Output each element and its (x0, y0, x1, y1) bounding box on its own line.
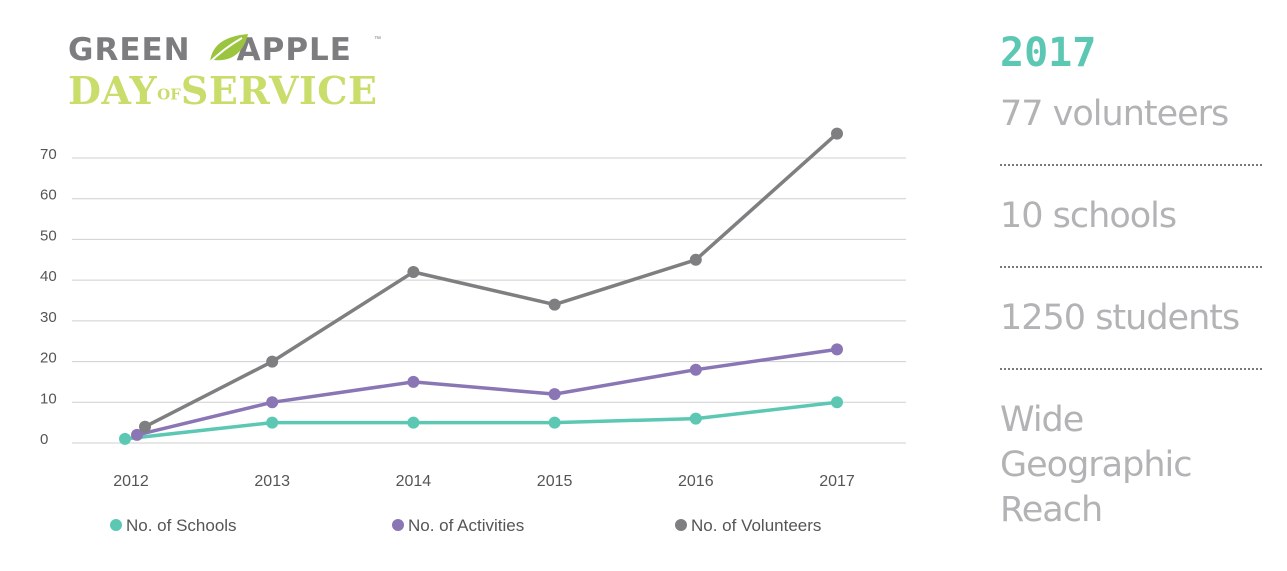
series-line (144, 132, 839, 429)
x-tick-label: 2013 (254, 473, 290, 490)
series-line (124, 400, 838, 441)
data-point (407, 266, 420, 278)
logo-word-service: SERVICE (180, 68, 378, 113)
logo: GREEN APPLE ™ DAYOFSERVICE (66, 30, 396, 113)
x-tick-label: 2015 (537, 473, 573, 490)
data-point (689, 253, 702, 266)
y-tick-label: 50 (40, 227, 57, 244)
y-tick-label: 30 (40, 309, 57, 326)
data-point (831, 127, 843, 140)
legend-marker (110, 519, 122, 531)
divider (1000, 164, 1262, 166)
x-tick-label: 2014 (396, 473, 432, 490)
logo-word-green: GREEN (68, 32, 191, 68)
data-point (689, 412, 702, 425)
logo-word-of: OF (157, 85, 181, 104)
y-tick-label: 40 (40, 268, 57, 285)
stats-year: 2017 (1000, 30, 1097, 76)
data-point (266, 416, 279, 429)
data-point (119, 432, 131, 445)
stat-students: 1250 students (1000, 298, 1240, 338)
y-tick-label: 20 (40, 350, 57, 367)
logo-word-apple: APPLE (236, 32, 352, 68)
logo-word-day: DAY (68, 68, 158, 113)
data-point (139, 420, 151, 433)
x-tick-label: 2012 (113, 473, 149, 490)
trademark: ™ (374, 36, 381, 43)
divider (1000, 266, 1262, 268)
data-point (831, 343, 843, 356)
legend-label: No. of Schools (126, 516, 237, 535)
y-tick-label: 60 (40, 187, 57, 204)
legend-label: No. of Activities (408, 516, 524, 535)
stats-panel: 2017 77 volunteers 10 schools 1250 stude… (1000, 30, 1262, 533)
stat-volunteers: 77 volunteers (1000, 94, 1229, 134)
x-tick-label: 2017 (819, 473, 855, 490)
data-point (689, 363, 702, 376)
x-tick-label: 2016 (678, 473, 714, 490)
data-point (407, 375, 420, 388)
legend-marker (675, 519, 687, 531)
data-point (407, 416, 420, 429)
divider (1000, 368, 1262, 370)
logo-top-line: GREEN APPLE (68, 32, 352, 68)
legend-marker (392, 519, 404, 531)
logo-bottom-line: DAYOFSERVICE (68, 68, 378, 113)
data-point (131, 428, 143, 441)
leaf-icon (207, 34, 248, 65)
data-point (266, 355, 279, 368)
stat-reach: Wide Geographic Reach (1000, 400, 1193, 530)
data-point (548, 388, 561, 401)
data-point (266, 396, 279, 409)
y-tick-label: 0 (40, 431, 48, 448)
line-chart: 0 10 20 30 40 50 60 70 2012 2013 2014 2015 2016 2017 N… (40, 127, 906, 535)
y-tick-label: 70 (40, 146, 57, 163)
series-line (136, 347, 838, 437)
data-point (548, 416, 561, 429)
stat-schools: 10 schools (1000, 196, 1177, 236)
legend-label: No. of Volunteers (691, 516, 821, 535)
data-point (831, 396, 843, 409)
y-tick-label: 10 (40, 390, 57, 407)
data-point (548, 298, 561, 311)
